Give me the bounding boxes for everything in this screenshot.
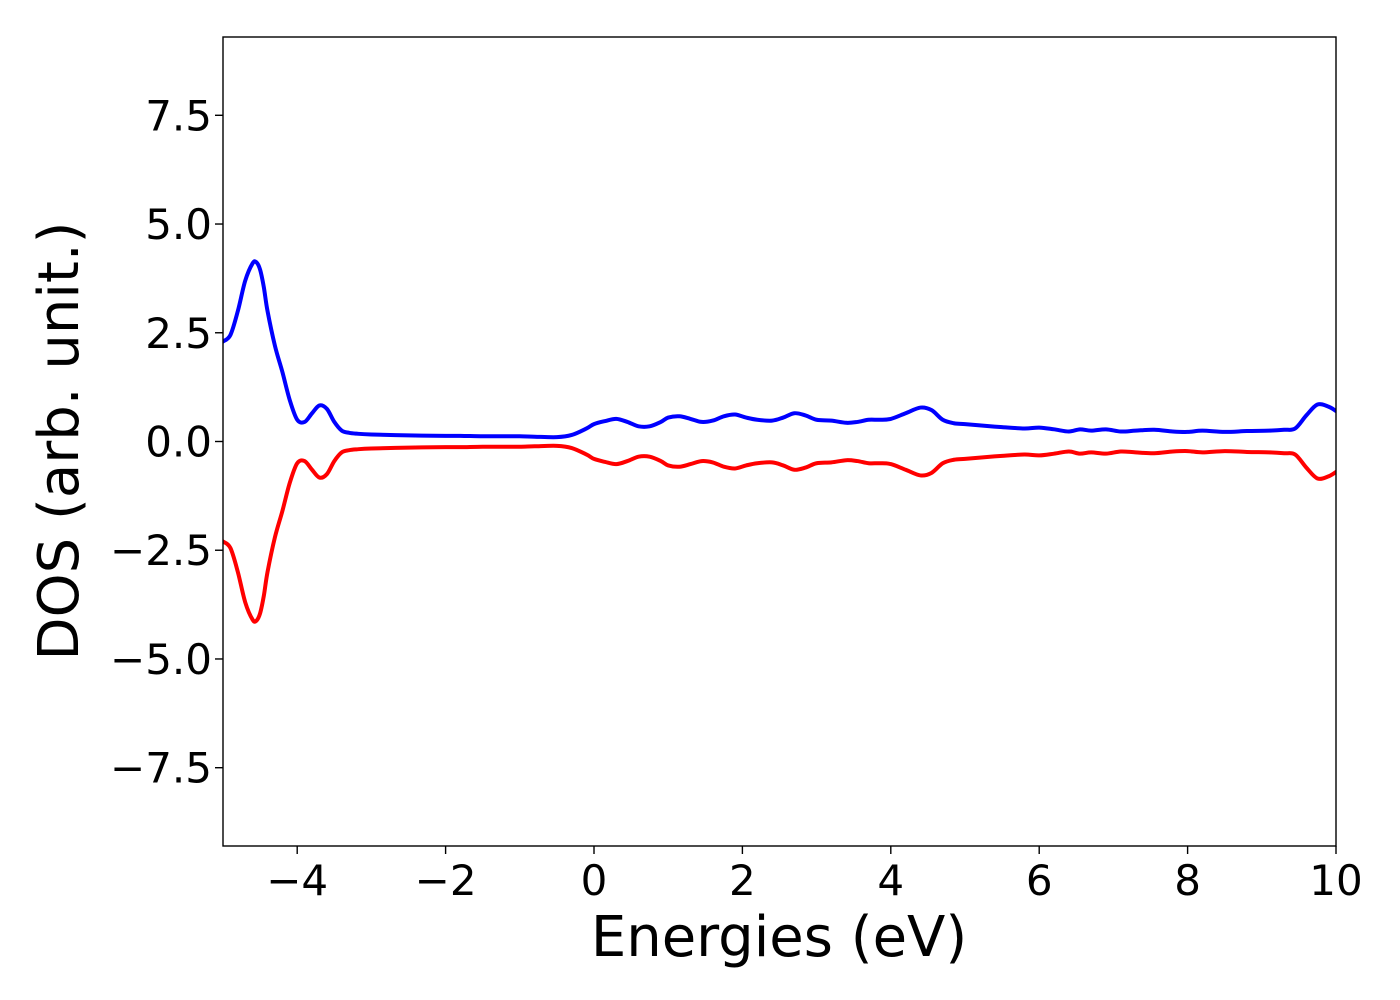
x-tick-label: −2 xyxy=(415,856,477,905)
y-tick-label: 2.5 xyxy=(145,309,212,358)
y-axis-title: DOS (arb. unit.) xyxy=(27,221,92,660)
x-tick-label: −4 xyxy=(266,856,328,905)
x-tick-label: 2 xyxy=(729,856,756,905)
y-tick-label: −5.0 xyxy=(110,635,212,684)
x-axis: −4 −2 0 2 4 6 8 10 xyxy=(266,846,1363,905)
y-axis: 7.5 5.0 2.5 0.0 −2.5 −5.0 −7.5 xyxy=(110,91,223,793)
x-axis-title: Energies (eV) xyxy=(591,905,967,970)
y-tick-label: −2.5 xyxy=(110,526,212,575)
x-tick-label: 6 xyxy=(1026,856,1053,905)
y-tick-label: 0.0 xyxy=(145,418,212,467)
x-tick-label: 4 xyxy=(877,856,904,905)
series-layer xyxy=(223,259,1336,624)
x-tick-label: 8 xyxy=(1174,856,1201,905)
series-line-2 xyxy=(223,443,1336,624)
x-tick-label: 0 xyxy=(581,856,608,905)
y-tick-label: 7.5 xyxy=(145,91,212,140)
y-tick-label: −7.5 xyxy=(110,744,212,793)
y-tick-label: 5.0 xyxy=(145,200,212,249)
x-tick-label: 10 xyxy=(1309,856,1362,905)
series-line-1 xyxy=(223,259,1336,440)
plot-frame xyxy=(222,36,1337,847)
